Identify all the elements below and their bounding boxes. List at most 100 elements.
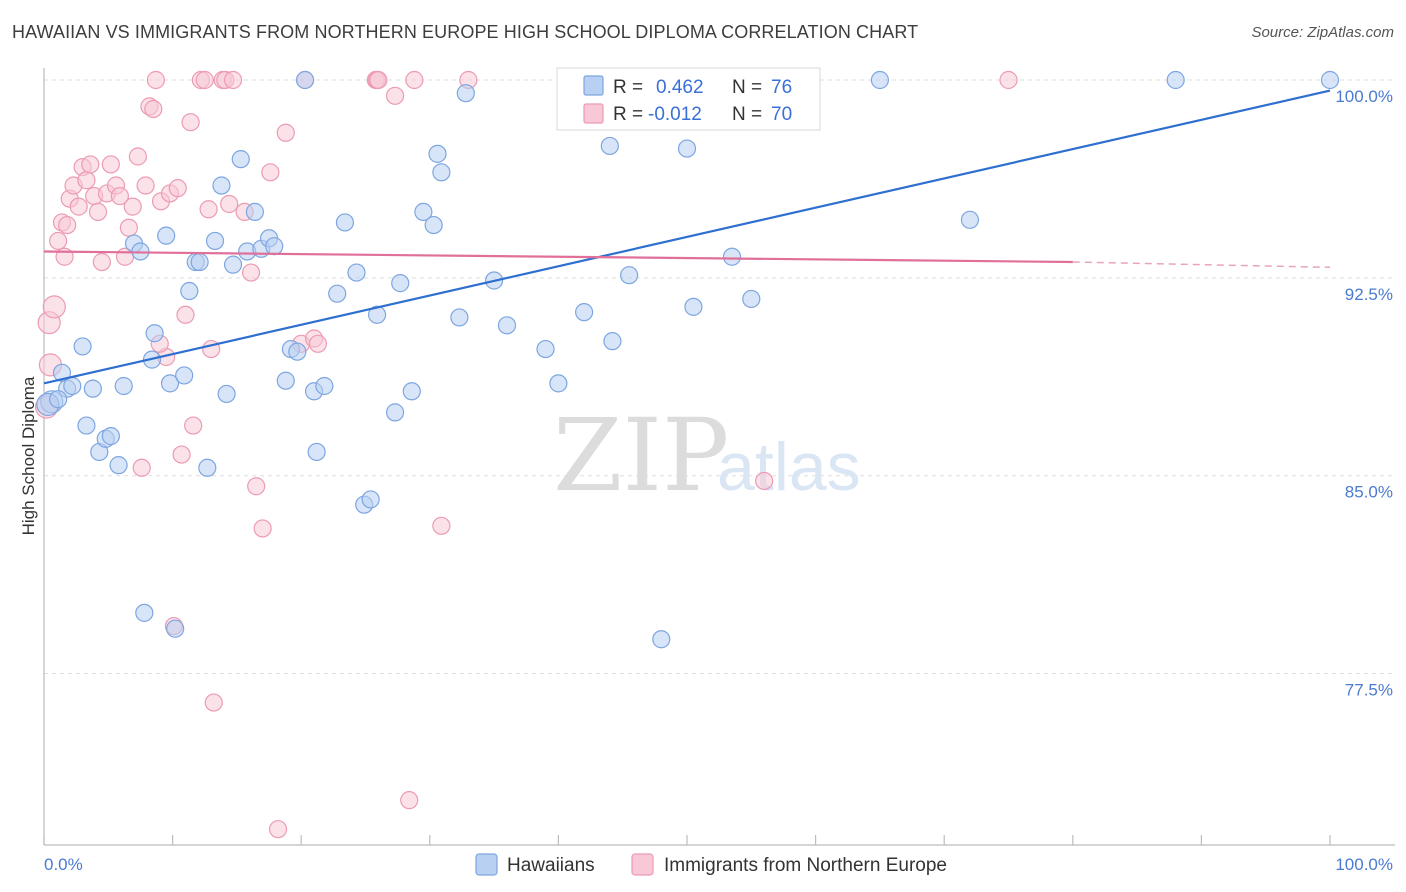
immigrants-point (132, 458, 151, 477)
hawaiians-point (63, 376, 82, 396)
immigrants-point (755, 471, 774, 491)
immigrants-point (241, 263, 261, 282)
legend-r-label-hawaiians: R = (613, 77, 643, 98)
x-tick-label: 0.0% (44, 855, 83, 874)
hawaiians-point (456, 84, 475, 103)
hawaiians-point (549, 374, 568, 393)
hawaiians-point (190, 252, 209, 272)
immigrants-point (69, 197, 88, 216)
legend-r-value-immigrants: -0.012 (648, 104, 702, 125)
hawaiians-point (335, 213, 355, 232)
hawaiians-point (385, 403, 405, 422)
x-tick-label: 100.0% (1335, 855, 1393, 874)
hawaiians-point (223, 255, 243, 274)
hawaiians-point (652, 630, 671, 649)
bottom-legend-label-hawaiians: Hawaiians (507, 855, 595, 876)
hawaiians-point (114, 376, 133, 396)
hawaiians-point (83, 379, 102, 398)
hawaiians-point (414, 202, 433, 221)
hawaiians-point (603, 332, 622, 351)
legend-r-value-hawaiians: 0.462 (656, 77, 704, 98)
watermark-atlas: atlas (717, 429, 861, 505)
immigrants-point (42, 295, 66, 319)
hawaiians-point (49, 390, 68, 409)
hawaiians-point (217, 384, 236, 404)
hawaiians-point (288, 342, 307, 361)
bottom-legend-label-immigrants: Immigrants from Northern Europe (664, 855, 947, 876)
y-tick-label: 92.5% (1345, 285, 1393, 304)
hawaiians-point (600, 136, 619, 156)
hawaiians-point (109, 456, 128, 475)
immigrants-point (176, 305, 195, 324)
immigrants-point (247, 477, 266, 496)
immigrants-point (172, 445, 191, 464)
hawaiians-point (432, 163, 451, 182)
immigrants-point (181, 113, 200, 132)
immigrants-point (184, 416, 203, 435)
legend-n-label-immigrants: N = (732, 104, 762, 125)
immigrants-point (253, 519, 272, 538)
immigrants-point (101, 155, 120, 174)
hawaiians-point (265, 237, 284, 256)
hawaiians-point (101, 427, 120, 446)
hawaiians-point (1320, 70, 1340, 90)
hawaiians-point (135, 603, 154, 622)
immigrants-point (999, 70, 1018, 90)
hawaiians-point (307, 442, 326, 462)
immigrants-point (261, 163, 280, 182)
grid-lines (44, 79, 1395, 675)
immigrants-point (168, 179, 187, 198)
watermark-zip: ZIP (553, 397, 729, 514)
axes (43, 68, 1395, 846)
hawaiians-point (450, 308, 469, 327)
y-tick-label: 100.0% (1335, 87, 1393, 106)
hawaiians-point (166, 619, 185, 638)
hawaiians-point (328, 284, 347, 303)
hawaiians-point (684, 297, 703, 316)
trend-lines (43, 89, 1331, 385)
immigrants-point (136, 176, 155, 195)
immigrants-point (276, 123, 295, 142)
legend-r-label-immigrants: R = (613, 104, 643, 125)
hawaiians-point (677, 139, 697, 158)
hawaiians-point (198, 458, 217, 477)
immigrants-point (123, 197, 142, 216)
hawaiians-point (212, 176, 231, 195)
immigrants-point (49, 231, 68, 251)
hawaiians-point (175, 366, 194, 385)
hawaiians-point (960, 210, 980, 229)
immigrants-point (77, 171, 96, 190)
immigrants-point (369, 70, 388, 90)
y-tick-labels: 100.0% 92.5% 85.0% 77.5% (1335, 87, 1393, 700)
immigrants-point (144, 99, 163, 119)
bottom-legend-swatch-immigrants (631, 853, 654, 876)
bottom-legend: Hawaiians Immigrants from Northern Europ… (475, 853, 947, 876)
hawaiians-point (157, 226, 176, 245)
immigrants-trend-extension (1072, 261, 1331, 269)
hawaiians-point (145, 324, 164, 343)
immigrants-point (199, 200, 218, 219)
x-tick-labels: 0.0% 100.0% (44, 855, 1393, 874)
hawaiians-point (295, 70, 315, 90)
hawaiians-point (276, 371, 295, 390)
hawaiians-point (428, 144, 447, 163)
hawaiians-point (424, 215, 443, 235)
legend-n-label-hawaiians: N = (732, 77, 762, 98)
hawaiians-point (536, 339, 555, 359)
hawaiians-point (205, 231, 225, 251)
immigrants-point (146, 70, 165, 90)
legend-box: R = 0.462 N = 76 R = -0.012 N = 70 (556, 67, 821, 131)
hawaiians-point (742, 289, 761, 309)
hawaiians-point (391, 274, 410, 293)
hawaiians-point (180, 281, 199, 301)
immigrants-point (268, 820, 288, 839)
immigrants-point (110, 186, 129, 206)
hawaiians-point (620, 266, 639, 285)
y-tick-label: 85.0% (1345, 483, 1393, 502)
immigrants-point (195, 70, 214, 90)
immigrants-point (119, 218, 138, 237)
immigrants-point (400, 791, 419, 810)
series-hawaiians-points (36, 70, 1340, 649)
legend-n-value-immigrants: 70 (771, 104, 792, 125)
